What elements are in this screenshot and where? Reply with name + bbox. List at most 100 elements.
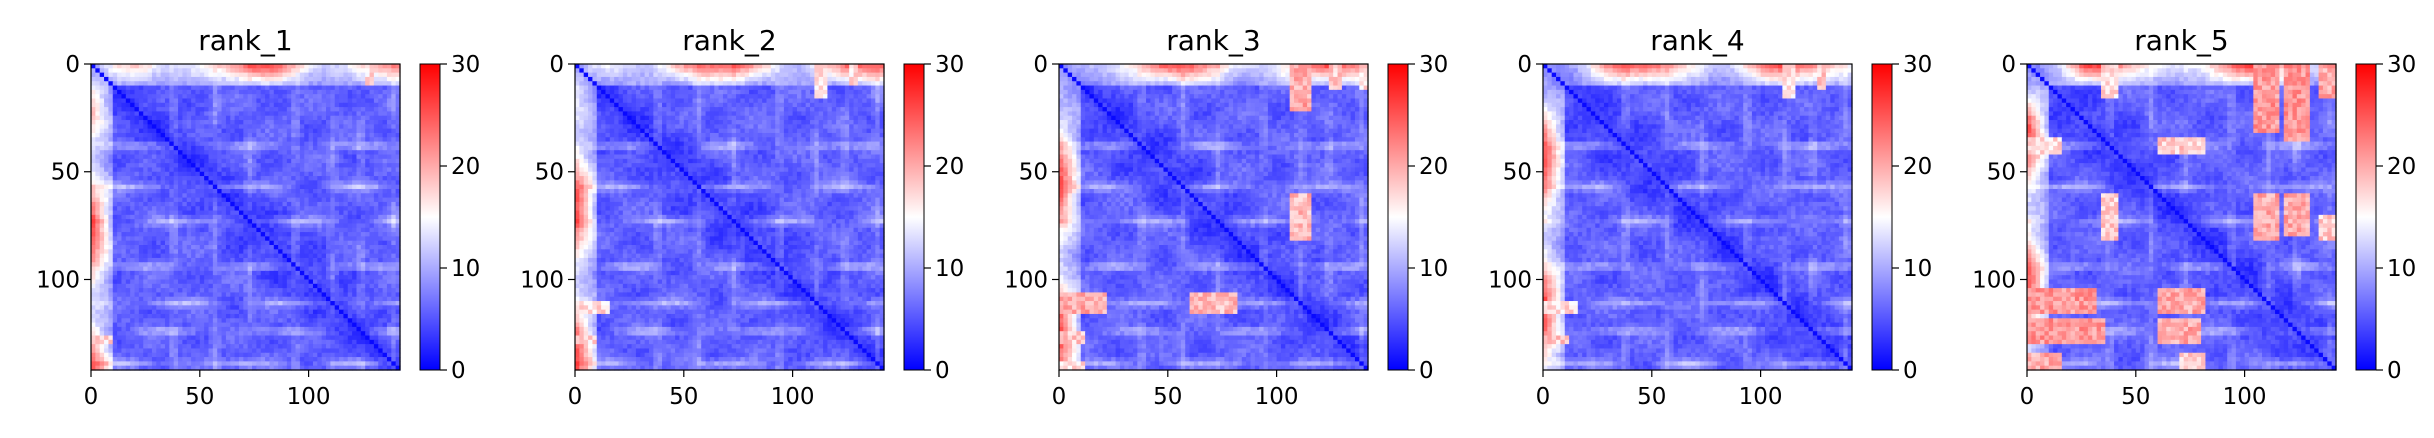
- heatmap-cell: [299, 344, 305, 350]
- heatmap-cell: [312, 158, 318, 164]
- heatmap-cell: [386, 107, 392, 113]
- heatmap-cell: [391, 292, 397, 298]
- heatmap-cell: [147, 292, 153, 298]
- heatmap-cell: [365, 257, 371, 263]
- heatmap-cell: [160, 128, 166, 134]
- heatmap-cell: [373, 305, 379, 311]
- heatmap-cell: [360, 309, 366, 315]
- heatmap-cell: [95, 150, 101, 156]
- heatmap-cell: [186, 201, 192, 207]
- heatmap-cell: [373, 158, 379, 164]
- heatmap-cell: [365, 266, 371, 272]
- heatmap-cell: [186, 76, 192, 82]
- heatmap-cell: [138, 266, 144, 272]
- heatmap-cell: [173, 163, 179, 169]
- heatmap-cell: [365, 197, 371, 203]
- heatmap-cell: [391, 102, 397, 108]
- heatmap-cell: [217, 107, 223, 113]
- heatmap-cell: [295, 335, 301, 341]
- heatmap-cell: [369, 180, 375, 186]
- heatmap-cell: [99, 176, 105, 181]
- heatmap-cell: [178, 249, 183, 255]
- heatmap-cell: [217, 184, 223, 190]
- heatmap-cell: [343, 115, 349, 121]
- heatmap-cell: [243, 89, 249, 95]
- heatmap-cell: [191, 115, 197, 121]
- heatmap-cell: [339, 197, 345, 203]
- heatmap-cell: [252, 210, 257, 216]
- heatmap-cell: [395, 253, 401, 259]
- heatmap-cell: [386, 283, 392, 289]
- heatmap-cell: [95, 197, 101, 203]
- heatmap-cell: [230, 322, 236, 328]
- heatmap-cell: [369, 348, 375, 354]
- heatmap-cell: [395, 89, 401, 95]
- heatmap-cell: [330, 197, 336, 203]
- heatmap-cell: [295, 301, 301, 306]
- heatmap-cell: [360, 64, 366, 69]
- heatmap-cell: [217, 352, 223, 358]
- heatmap-cell: [330, 145, 336, 151]
- heatmap-cell: [217, 145, 223, 151]
- heatmap-cell: [304, 245, 310, 250]
- heatmap-cell: [317, 357, 323, 362]
- heatmap-cell: [304, 270, 310, 276]
- heatmap-cell: [173, 137, 179, 143]
- heatmap-cell: [256, 275, 262, 281]
- heatmap-cell: [204, 193, 210, 199]
- heatmap-cell: [365, 176, 371, 181]
- heatmap-cell: [282, 197, 288, 203]
- heatmap-cell: [134, 357, 140, 362]
- heatmap-cell: [321, 288, 327, 294]
- heatmap-cell: [273, 326, 279, 332]
- heatmap-cell: [121, 305, 127, 311]
- heatmap-cell: [230, 107, 236, 113]
- heatmap-cell: [104, 150, 110, 156]
- heatmap-cell: [186, 266, 192, 272]
- heatmap-cell: [191, 309, 197, 315]
- heatmap-cell: [360, 115, 366, 121]
- heatmap-cell: [299, 107, 305, 113]
- heatmap-cell: [204, 344, 210, 350]
- heatmap-cell: [247, 335, 253, 341]
- heatmap-cell: [304, 257, 310, 263]
- heatmap-cell: [304, 240, 310, 246]
- heatmap-cell: [199, 305, 205, 311]
- heatmap-cell: [269, 270, 275, 276]
- heatmap-cell: [208, 245, 214, 250]
- heatmap-cell: [208, 201, 214, 207]
- heatmap-cell: [160, 210, 166, 216]
- heatmap-cell: [252, 76, 257, 82]
- heatmap-cell: [238, 232, 244, 237]
- heatmap-cell: [104, 318, 110, 324]
- heatmap-cell: [108, 292, 114, 298]
- heatmap-cell: [334, 296, 340, 302]
- heatmap-cell: [252, 72, 257, 78]
- heatmap-cell: [395, 176, 401, 181]
- heatmap-cell: [299, 331, 305, 337]
- heatmap-cell: [334, 335, 340, 341]
- heatmap-cell: [339, 223, 345, 229]
- heatmap-cell: [104, 76, 110, 82]
- heatmap-cell: [312, 154, 318, 160]
- heatmap-cell: [143, 98, 149, 104]
- heatmap-cell: [260, 188, 266, 194]
- heatmap-cell: [256, 120, 262, 125]
- heatmap-cell: [339, 145, 345, 151]
- heatmap-cell: [91, 124, 96, 130]
- heatmap-cell: [330, 253, 336, 259]
- heatmap-cell: [247, 348, 253, 354]
- heatmap-cell: [386, 240, 392, 246]
- heatmap-cell: [382, 193, 388, 199]
- heatmap-cell: [130, 132, 136, 138]
- heatmap-cell: [99, 270, 105, 276]
- heatmap-cell: [386, 331, 392, 337]
- heatmap-cell: [204, 171, 210, 177]
- heatmap-cell: [360, 214, 366, 220]
- heatmap-cell: [134, 227, 140, 233]
- heatmap-cell: [156, 232, 162, 237]
- heatmap-cell: [186, 197, 192, 203]
- heatmap-cell: [382, 219, 388, 225]
- heatmap-cell: [138, 305, 144, 311]
- heatmap-cell: [356, 339, 362, 345]
